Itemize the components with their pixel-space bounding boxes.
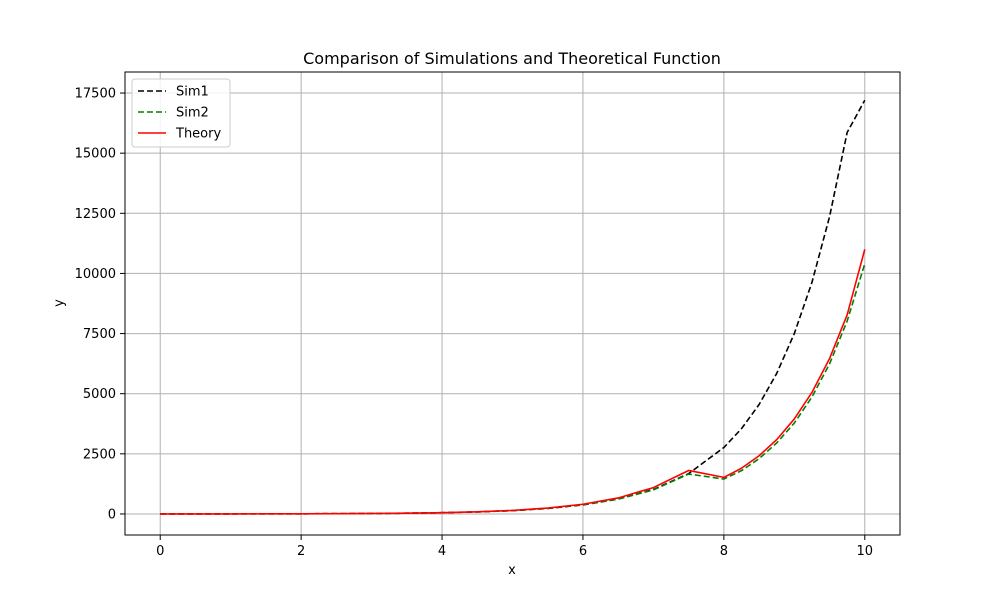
x-tick-label: 0 xyxy=(156,544,164,559)
y-axis-label: y xyxy=(52,299,67,307)
x-tick-label: 6 xyxy=(579,544,587,559)
legend-box xyxy=(131,78,231,148)
y-tick-label: 0 xyxy=(108,507,116,522)
chart-title: Comparison of Simulations and Theoretica… xyxy=(303,49,721,68)
x-axis-ticks: 0 2 4 6 8 10 xyxy=(156,535,873,559)
x-tick-label: 2 xyxy=(297,544,305,559)
legend-label-theory: Theory xyxy=(175,127,221,142)
plot-frame xyxy=(124,71,901,536)
legend-label-sim2: Sim2 xyxy=(176,106,209,121)
x-tick-label: 4 xyxy=(438,544,446,559)
x-tick-label: 8 xyxy=(720,544,728,559)
grid xyxy=(125,72,900,535)
y-tick-label: 12500 xyxy=(75,207,116,222)
y-axis-ticks: 0 2500 5000 7500 10000 12500 15000 17500 xyxy=(75,87,125,522)
y-tick-label: 2500 xyxy=(83,447,116,462)
x-axis-label: x xyxy=(508,563,516,578)
x-tick-label: 10 xyxy=(856,544,873,559)
legend-label-sim1: Sim1 xyxy=(176,85,209,100)
series-line-theory xyxy=(160,249,866,515)
y-tick-label: 7500 xyxy=(83,327,116,342)
y-tick-label: 17500 xyxy=(75,87,116,102)
y-tick-label: 15000 xyxy=(75,147,116,162)
series-lines xyxy=(160,99,866,515)
y-tick-label: 10000 xyxy=(75,267,116,282)
y-tick-label: 5000 xyxy=(83,387,116,402)
legend: Sim1 Sim2 Theory xyxy=(131,78,231,148)
